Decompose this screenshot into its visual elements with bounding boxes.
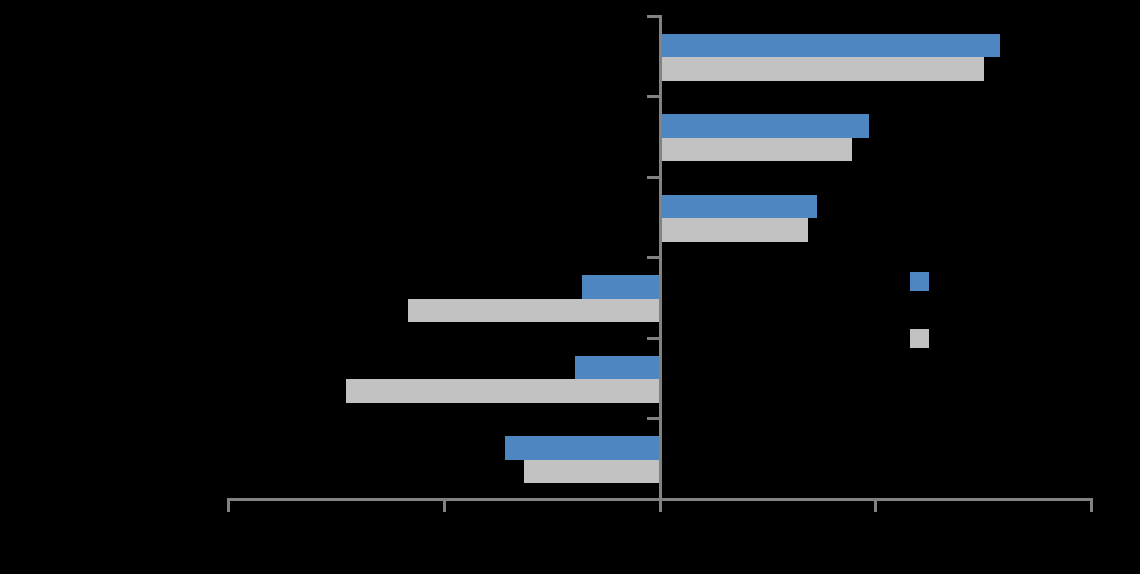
y-axis-tick-3 xyxy=(647,256,662,259)
y-axis-tick-2 xyxy=(647,175,662,179)
y-axis-tick-4 xyxy=(647,336,662,340)
bar-series-2-gray-cat1 xyxy=(660,57,985,81)
bar-series-2-gray-cat6 xyxy=(523,459,660,483)
bar-series-1-blue-cat4 xyxy=(581,275,660,299)
bar-series-2-gray-cat2 xyxy=(660,137,853,161)
bar-series-1-blue-cat2 xyxy=(660,114,870,138)
legend-swatch-series-1-blue xyxy=(910,272,929,291)
bar-series-1-blue-cat3 xyxy=(660,194,817,218)
bar-series-1-blue-cat5 xyxy=(575,355,660,379)
x-axis-tick-1 xyxy=(442,497,446,512)
x-axis-tick-2 xyxy=(658,497,662,512)
bar-series-2-gray-cat5 xyxy=(345,379,660,403)
x-axis-tick-3 xyxy=(874,497,878,512)
bar-series-2-gray-cat3 xyxy=(660,218,808,242)
bar-series-1-blue-cat6 xyxy=(504,436,660,460)
legend-swatch-series-2-gray xyxy=(910,328,929,348)
y-axis-tick-0 xyxy=(647,14,662,18)
y-axis-tick-5 xyxy=(647,417,662,420)
x-axis-tick-4 xyxy=(1089,497,1093,512)
bar-series-1-blue-cat1 xyxy=(660,33,1000,57)
x-axis-tick-0 xyxy=(227,497,231,512)
bar-series-2-gray-cat4 xyxy=(408,298,660,322)
y-axis-tick-1 xyxy=(647,95,662,98)
